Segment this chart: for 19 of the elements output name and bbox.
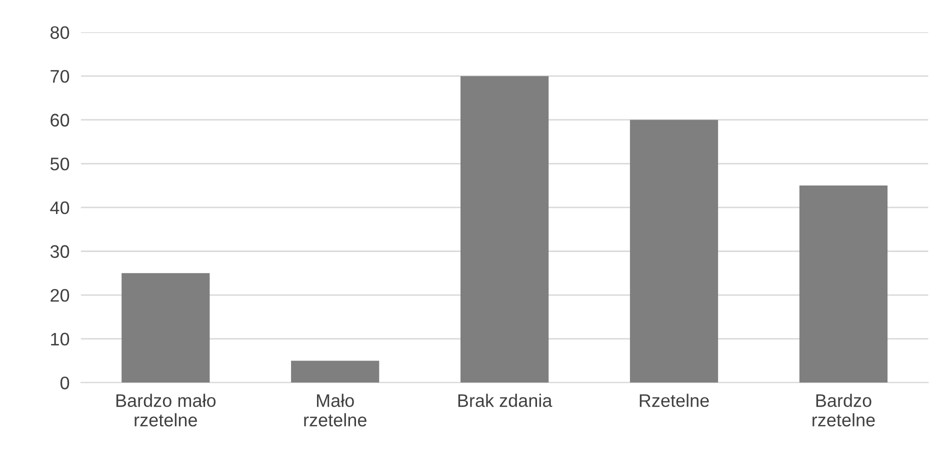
x-tick-label: Mało rzetelne (304, 394, 366, 426)
bar (460, 76, 549, 383)
y-tick-label: 60 (50, 114, 70, 127)
y-tick-label: 70 (50, 70, 70, 83)
y-tick-label: 0 (60, 376, 70, 390)
bar (799, 186, 888, 383)
y-tick-label: 30 (50, 245, 70, 258)
bar (630, 120, 718, 383)
x-tick-label: Brak zdania (458, 394, 552, 408)
y-tick-label: 40 (50, 201, 70, 214)
y-tick-label: 50 (50, 158, 70, 170)
bar (122, 273, 210, 383)
x-tick-label: Bardzo mało rzetelne (116, 394, 216, 426)
y-tick-label: 20 (50, 288, 70, 302)
y-tick-label: 10 (51, 332, 70, 346)
x-tick-label: Rzetelne (640, 394, 709, 408)
y-tick-label: 80 (50, 26, 70, 39)
bar (291, 360, 380, 383)
x-tick-label: Bardzo rzetelne (812, 394, 875, 426)
